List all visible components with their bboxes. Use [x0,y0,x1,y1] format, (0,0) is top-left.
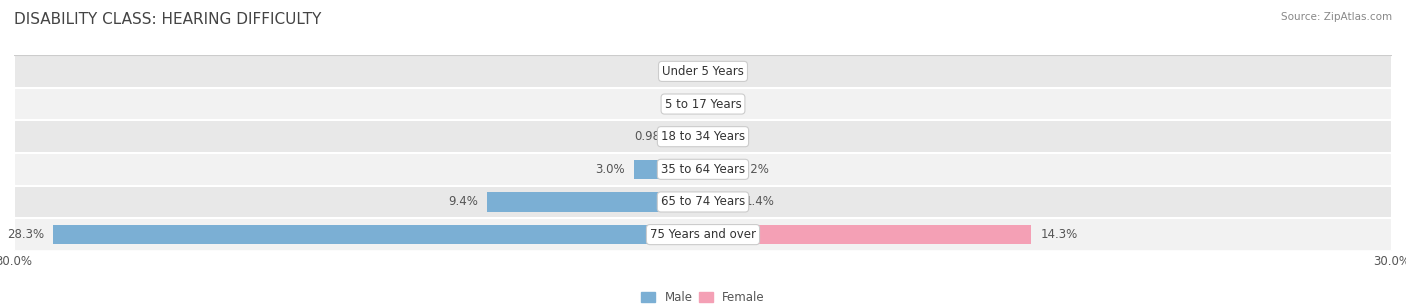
Text: DISABILITY CLASS: HEARING DIFFICULTY: DISABILITY CLASS: HEARING DIFFICULTY [14,12,322,27]
Bar [14,88,1392,120]
Bar [634,159,703,179]
Text: 3.0%: 3.0% [595,163,624,176]
Bar [681,127,703,147]
Bar [703,225,1032,244]
Bar [14,120,1392,153]
Text: 28.3%: 28.3% [7,228,44,241]
Text: 65 to 74 Years: 65 to 74 Years [661,196,745,208]
Text: 75 Years and over: 75 Years and over [650,228,756,241]
Bar [14,55,1392,88]
Bar [486,192,703,212]
Text: 0.0%: 0.0% [713,130,742,143]
Text: 1.4%: 1.4% [744,196,775,208]
Text: 0.98%: 0.98% [634,130,671,143]
Text: 14.3%: 14.3% [1040,228,1078,241]
Text: 5 to 17 Years: 5 to 17 Years [665,98,741,110]
Bar [14,186,1392,218]
Text: 9.4%: 9.4% [449,196,478,208]
Legend: Male, Female: Male, Female [641,291,765,304]
Text: 0.0%: 0.0% [713,65,742,78]
Text: Under 5 Years: Under 5 Years [662,65,744,78]
Bar [53,225,703,244]
Text: 0.0%: 0.0% [664,65,693,78]
Text: 0.0%: 0.0% [664,98,693,110]
Bar [14,153,1392,186]
Bar [703,159,731,179]
Bar [703,192,735,212]
Bar [14,218,1392,251]
Text: 18 to 34 Years: 18 to 34 Years [661,130,745,143]
Text: Source: ZipAtlas.com: Source: ZipAtlas.com [1281,12,1392,22]
Text: 0.0%: 0.0% [713,98,742,110]
Text: 35 to 64 Years: 35 to 64 Years [661,163,745,176]
Text: 1.2%: 1.2% [740,163,769,176]
